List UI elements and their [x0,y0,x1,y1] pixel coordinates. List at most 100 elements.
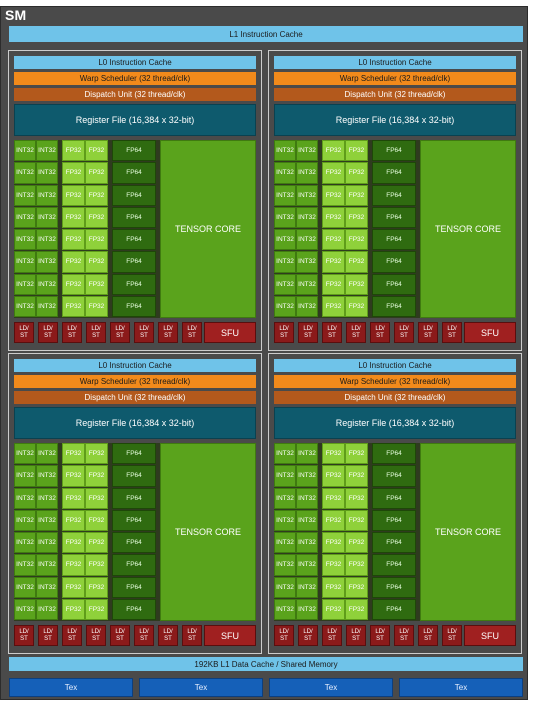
warp-scheduler: Warp Scheduler (32 thread/clk) [14,72,256,85]
int32-unit: INT32 [36,487,58,509]
int32-unit: INT32 [36,229,58,251]
l0-instruction-cache: L0 Instruction Cache [14,359,256,372]
ld-label: LD/ [351,628,361,635]
fp64-unit: FP64 [372,251,416,273]
int32-unit: INT32 [274,509,296,531]
st-label: ST [448,635,456,642]
int32-unit: INT32 [36,443,58,465]
sfu-unit: SFU [464,322,516,343]
fp32-unit: FP32 [322,162,345,184]
fp32-unit: FP32 [85,509,108,531]
fp32-unit: FP32 [85,251,108,273]
fp32-unit: FP32 [62,532,85,554]
fp32-unit: FP32 [322,509,345,531]
st-label: ST [20,332,28,339]
core-grid: INT32 INT32 FP32 FP32 FP64 INT32 INT32 FP32 FP32… [274,140,516,318]
int32-unit: INT32 [274,532,296,554]
dispatch-unit: Dispatch Unit (32 thread/clk) [14,88,256,101]
fp32-unit: FP32 [345,598,368,620]
fp32-unit: FP32 [62,576,85,598]
fp64-unit: FP64 [372,295,416,317]
ld-label: LD/ [163,325,173,332]
int32-unit: INT32 [274,140,296,162]
ld-label: LD/ [375,628,385,635]
tensor-core: TENSOR CORE [160,140,256,318]
int32-unit: INT32 [36,273,58,295]
ld-label: LD/ [375,325,385,332]
fp32-unit: FP32 [62,465,85,487]
ld-st-unit: LD/ST [62,625,82,646]
fp32-unit: FP32 [85,465,108,487]
ld-label: LD/ [187,628,197,635]
core-grid: INT32 INT32 FP32 FP32 FP64 INT32 INT32 FP32 FP32… [14,443,256,621]
st-label: ST [280,635,288,642]
int32-unit: INT32 [296,576,318,598]
fp32-unit: FP32 [345,295,368,317]
ld-label: LD/ [115,628,125,635]
ld-st-unit: LD/ST [38,625,58,646]
ld-st-unit: LD/ST [298,322,318,343]
st-label: ST [92,332,100,339]
ld-st-unit: LD/ST [418,625,438,646]
int32-unit: INT32 [36,509,58,531]
fp32-unit: FP32 [322,532,345,554]
st-label: ST [140,635,148,642]
st-label: ST [68,635,76,642]
st-label: ST [92,635,100,642]
int32-unit: INT32 [274,443,296,465]
l0-instruction-cache: L0 Instruction Cache [14,56,256,69]
fp32-unit: FP32 [62,554,85,576]
int32-unit: INT32 [296,443,318,465]
ld-st-unit: LD/ST [158,322,178,343]
int32-unit: INT32 [296,554,318,576]
ld-st-unit: LD/ST [62,322,82,343]
st-label: ST [424,332,432,339]
int32-unit: INT32 [274,295,296,317]
ld-label: LD/ [139,325,149,332]
fp32-unit: FP32 [62,487,85,509]
fp64-unit: FP64 [112,184,156,206]
fp32-unit: FP32 [85,576,108,598]
int32-unit: INT32 [14,443,36,465]
l0-instruction-cache: L0 Instruction Cache [274,359,516,372]
ld-st-unit: LD/ST [14,625,34,646]
warp-scheduler: Warp Scheduler (32 thread/clk) [274,375,516,388]
ld-label: LD/ [351,325,361,332]
st-label: ST [20,635,28,642]
st-label: ST [44,635,52,642]
l0-instruction-cache: L0 Instruction Cache [274,56,516,69]
processing-block: L0 Instruction Cache Warp Scheduler (32 t… [8,353,262,654]
fp32-unit: FP32 [85,443,108,465]
fp64-unit: FP64 [372,598,416,620]
ld-st-unit: LD/ST [158,625,178,646]
ld-st-unit: LD/ST [298,625,318,646]
int32-unit: INT32 [296,184,318,206]
processing-block: L0 Instruction Cache Warp Scheduler (32 t… [8,50,262,351]
tensor-core: TENSOR CORE [160,443,256,621]
fp64-unit: FP64 [372,184,416,206]
ld-st-unit: LD/ST [38,322,58,343]
ld-label: LD/ [303,325,313,332]
ld-st-unit: LD/ST [394,625,414,646]
fp32-unit: FP32 [62,184,85,206]
int32-unit: INT32 [274,465,296,487]
fp32-unit: FP32 [322,229,345,251]
st-label: ST [44,332,52,339]
int32-unit: INT32 [14,229,36,251]
ld-st-unit: LD/ST [322,625,342,646]
int32-unit: INT32 [296,251,318,273]
int32-unit: INT32 [296,295,318,317]
dispatch-unit: Dispatch Unit (32 thread/clk) [274,391,516,404]
ld-label: LD/ [399,628,409,635]
fp32-unit: FP32 [345,251,368,273]
int32-unit: INT32 [274,273,296,295]
tensor-core: TENSOR CORE [420,140,516,318]
fp32-unit: FP32 [62,295,85,317]
int32-unit: INT32 [14,509,36,531]
st-label: ST [352,635,360,642]
int32-unit: INT32 [36,140,58,162]
fp64-unit: FP64 [112,443,156,465]
int32-unit: INT32 [296,532,318,554]
ld-st-unit: LD/ST [394,322,414,343]
fp32-unit: FP32 [345,554,368,576]
